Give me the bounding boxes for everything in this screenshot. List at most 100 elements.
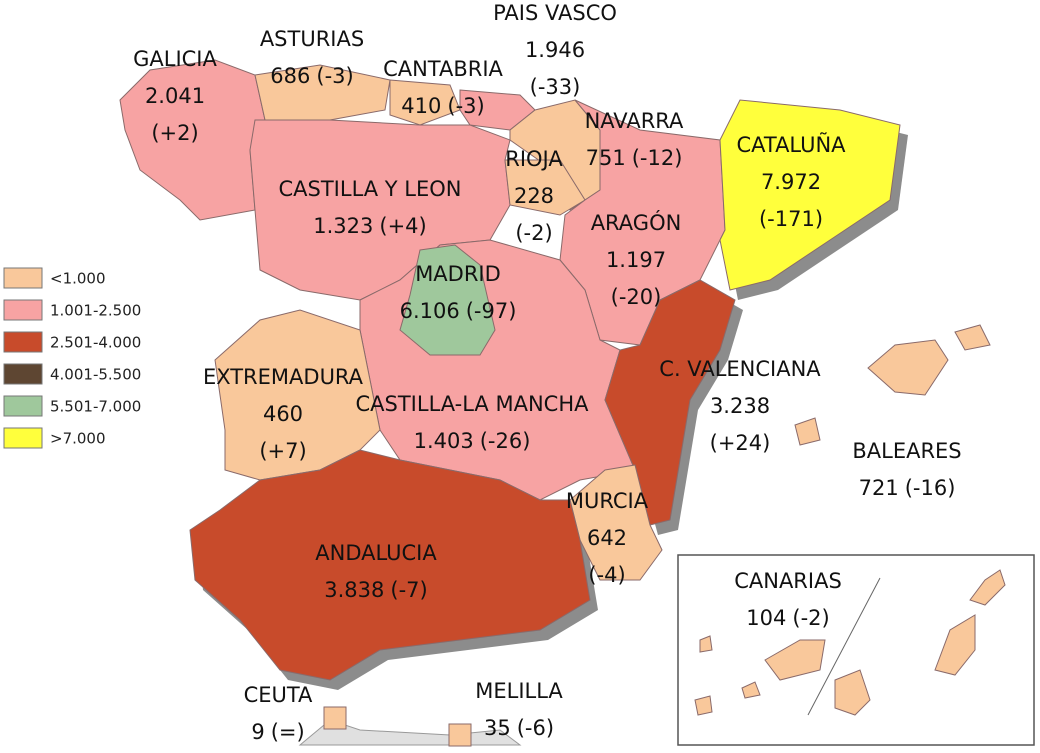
region-label: CASTILLA Y LEON 1.323 (+4) (278, 177, 461, 238)
region-name: EXTREMADURA (203, 365, 364, 389)
region-label: ANDALUCIA 3.838 (-7) (315, 541, 437, 602)
region-figures: 686 (-3) (270, 64, 353, 88)
region-name: RIOJA (505, 147, 563, 171)
region-name: CATALUÑA (736, 131, 846, 157)
region-figures: 1.403 (-26) (414, 429, 531, 453)
legend-label: 5.501-7.000 (50, 398, 141, 416)
region-name: ASTURIAS (260, 27, 364, 51)
region-name: MURCIA (566, 489, 649, 513)
region-change: (-26) (480, 429, 531, 453)
region-name: MELILLA (475, 679, 563, 703)
region-total: 410 (401, 94, 441, 118)
region-change: (+4) (379, 214, 426, 238)
region-total: 1.946 (525, 38, 585, 62)
region-change: (-2) (515, 221, 552, 245)
region-name: ARAGÓN (591, 210, 682, 235)
region-total: 1.323 (313, 214, 373, 238)
region-label: CASTILLA-LA MANCHA 1.403 (-26) (356, 392, 590, 453)
region-name: BALEARES (852, 439, 961, 463)
region-figures: 104 (-2) (746, 606, 829, 630)
region-change: (-171) (759, 207, 823, 231)
region-label: MURCIA 642 (-4) (566, 489, 649, 587)
region-label: PAIS VASCO 1.946 (-33) (493, 1, 617, 99)
ceuta-melilla (298, 706, 522, 747)
region-label: C. VALENCIANA 3.238 (+24) (659, 357, 821, 455)
region-change: (-97) (466, 299, 517, 323)
region-figures: 1.323 (+4) (313, 214, 426, 238)
legend-label: 2.501-4.000 (50, 334, 141, 352)
legend-label: 1.001-2.500 (50, 302, 141, 320)
region-figures: 6.106 (-97) (400, 299, 517, 323)
region-change: (-3) (447, 94, 484, 118)
region-total: 642 (587, 526, 627, 550)
region-label: MELILLA 35 (-6) (475, 679, 563, 740)
region-name: CANTABRIA (383, 57, 503, 81)
region-figures: 9 (=) (251, 720, 304, 744)
region-name: NAVARRA (585, 109, 684, 133)
region-name: MADRID (415, 262, 501, 286)
region-total: 6.106 (400, 299, 460, 323)
region-total: 3.238 (710, 394, 770, 418)
canarias-inset (677, 554, 1035, 746)
region-total: 721 (859, 476, 899, 500)
region-name: CANARIAS (734, 569, 842, 593)
legend-swatch (3, 331, 43, 353)
region-label: CEUTA 9 (=) (244, 683, 313, 744)
region-figures: 721 (-16) (859, 476, 956, 500)
region-change: (-16) (905, 476, 956, 500)
region-change: (-3) (316, 64, 353, 88)
region-figures: 751 (-12) (586, 146, 683, 170)
region-label: MADRID 6.106 (-97) (400, 262, 517, 323)
region-change: (=) (271, 720, 305, 744)
region-total: 9 (251, 720, 264, 744)
legend-swatch (3, 267, 43, 289)
region-change: (+24) (710, 431, 771, 455)
region-change: (-33) (530, 75, 581, 99)
region-name: GALICIA (133, 47, 217, 71)
legend-swatch (3, 395, 43, 417)
region-name: CEUTA (244, 683, 313, 707)
region-change: (-20) (611, 285, 662, 309)
region-figures: 410 (-3) (401, 94, 484, 118)
region-name: PAIS VASCO (493, 1, 617, 25)
region-change: (-6) (517, 716, 554, 740)
region-label: CANTABRIA 410 (-3) (383, 57, 503, 118)
region-change: (-7) (390, 578, 427, 602)
legend-swatch (3, 363, 43, 385)
region-label: ARAGÓN 1.197 (-20) (591, 210, 682, 309)
region-label: CATALUÑA 7.972 (-171) (736, 131, 846, 231)
region-figures: 3.838 (-7) (324, 578, 427, 602)
region-change: (+7) (259, 439, 306, 463)
legend-label: 4.001-5.500 (50, 366, 141, 384)
region-label: EXTREMADURA 460 (+7) (203, 365, 364, 463)
region-name: ANDALUCIA (315, 541, 437, 565)
region-total: 104 (746, 606, 786, 630)
region-figures: 35 (-6) (484, 716, 554, 740)
region-change: (-2) (792, 606, 829, 630)
region-total: 7.972 (761, 170, 821, 194)
legend-swatch (3, 427, 43, 449)
region-total: 460 (263, 402, 303, 426)
region-label: BALEARES 721 (-16) (852, 439, 961, 500)
region-label: NAVARRA 751 (-12) (585, 109, 684, 170)
region-change: (-12) (632, 146, 683, 170)
region-total: 686 (270, 64, 310, 88)
region-change: (+2) (151, 121, 198, 145)
region-total: 228 (514, 184, 554, 208)
region-name: C. VALENCIANA (659, 357, 821, 381)
region-label: GALICIA 2.041 (+2) (133, 47, 217, 145)
region-total: 1.197 (606, 248, 666, 272)
region-total: 3.838 (324, 578, 384, 602)
legend-label: <1.000 (50, 270, 106, 288)
region-total: 2.041 (145, 84, 205, 108)
region-name: CASTILLA-LA MANCHA (356, 392, 590, 416)
region-total: 751 (586, 146, 626, 170)
region-label: RIOJA 228 (-2) (505, 147, 563, 245)
region-label: CANARIAS 104 (-2) (734, 569, 842, 630)
region-total: 1.403 (414, 429, 474, 453)
region-name: CASTILLA Y LEON (278, 177, 461, 201)
legend-label: >7.000 (50, 430, 106, 448)
region-change: (-4) (588, 563, 625, 587)
